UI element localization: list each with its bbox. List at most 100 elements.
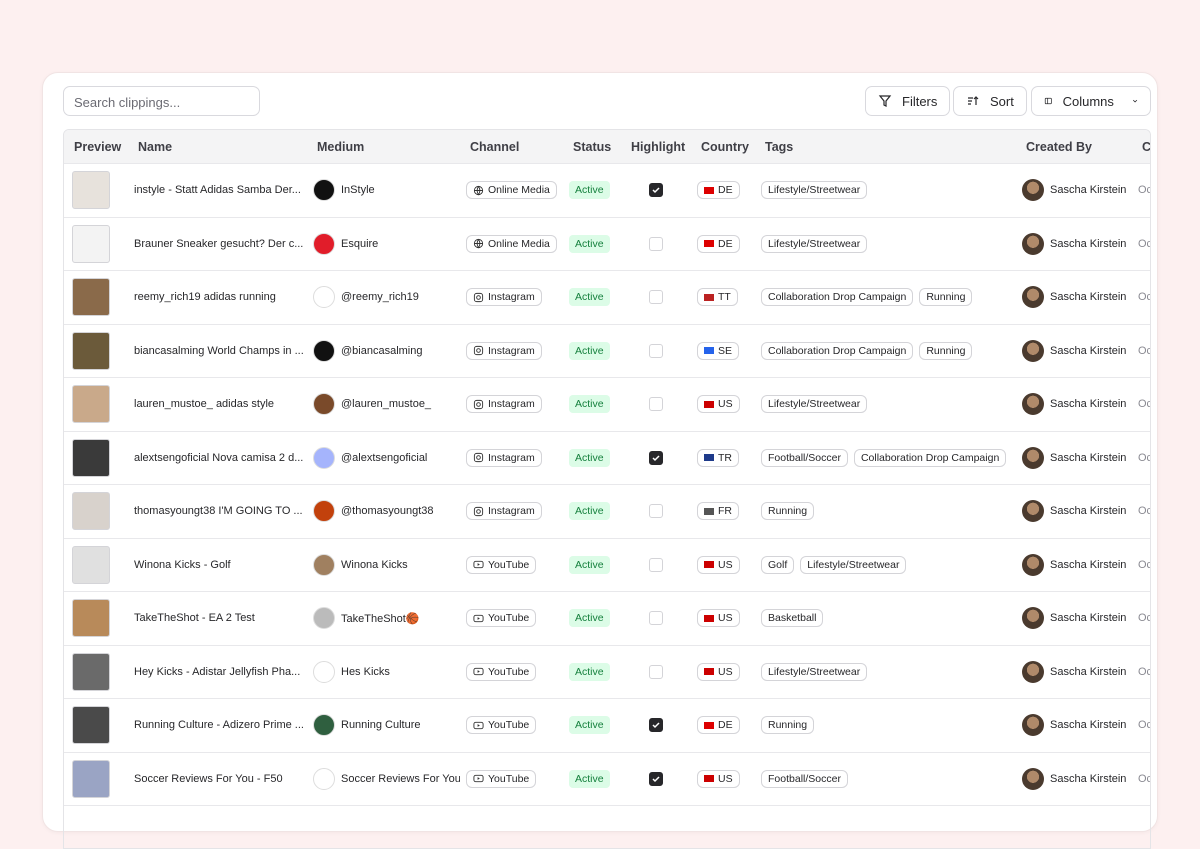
country-pill: TR — [697, 448, 739, 467]
user-name: Sascha Kirstein — [1050, 558, 1127, 571]
channel-pill: YouTube — [466, 555, 537, 574]
column-header[interactable]: Channel — [470, 139, 520, 154]
table-row[interactable]: Winona Kicks - Golf Winona Kicks YouTube Ac… — [64, 539, 1150, 592]
column-header[interactable]: Highlight — [631, 139, 686, 154]
medium-cell: InStyle — [307, 179, 460, 202]
checkbox[interactable] — [649, 183, 663, 198]
country-pill: FR — [697, 502, 739, 521]
medium-cell: @biancasalming — [307, 339, 460, 362]
highlight-cell — [621, 504, 691, 519]
tags-cell: Running — [755, 502, 1016, 521]
column-header[interactable]: Cr — [1142, 139, 1151, 154]
country-code: TT — [718, 291, 731, 304]
checkbox[interactable] — [649, 664, 663, 679]
status-cell: Active — [563, 555, 621, 574]
checkbox[interactable] — [649, 504, 663, 519]
flag — [704, 186, 714, 194]
status-cell: Active — [563, 662, 621, 681]
table-row[interactable]: alextsengoficial Nova camisa 2 d... @alex… — [64, 432, 1150, 485]
search-input[interactable]: Search clippings... — [63, 86, 260, 116]
tag: Lifestyle/Streetwear — [761, 234, 868, 253]
table-row[interactable]: instyle - Statt Adidas Samba Der... InSty… — [64, 164, 1150, 218]
thumbnail — [72, 492, 110, 531]
checkbox[interactable] — [649, 236, 663, 251]
checkbox[interactable] — [649, 290, 663, 305]
column-header[interactable]: Country — [701, 139, 749, 154]
table-row[interactable]: biancasalming World Champs in ... @bianca… — [64, 325, 1150, 378]
thumbnail — [72, 385, 110, 424]
header-row: Preview Name Medium Channel Status Highlight C… — [64, 130, 1150, 164]
channel-name: Online Media — [488, 237, 550, 250]
thumbnail — [72, 545, 110, 584]
country-cell: TT — [691, 288, 755, 307]
column-header[interactable]: Tags — [765, 139, 794, 154]
created-by-cell: Sascha Kirstein — [1016, 446, 1132, 469]
channel-name: Instagram — [488, 451, 535, 464]
created-cell: Oct — [1138, 558, 1150, 571]
status-cell: Active — [563, 769, 621, 788]
user-name: Sascha Kirstein — [1050, 398, 1127, 411]
medium-cell: Esquire — [307, 232, 460, 255]
table-row[interactable]: Soccer Reviews For You - F50 Soccer Revie… — [64, 753, 1150, 806]
medium-name: InStyle — [341, 184, 375, 197]
name-cell: Hey Kicks - Adistar Jellyfish Pha... — [134, 665, 301, 678]
thumbnail — [72, 438, 110, 477]
country-cell: SE — [691, 341, 755, 360]
medium-icon — [313, 553, 335, 576]
country-code: DE — [718, 237, 733, 250]
table-row[interactable]: thomasyoungt38 I'M GOING TO ... @thomasyo… — [64, 485, 1150, 539]
created-by-cell: Sascha Kirstein — [1016, 714, 1132, 737]
channel-pill: Instagram — [466, 288, 542, 307]
avatar — [1022, 393, 1044, 416]
tag: Collaboration Drop Campaign — [853, 448, 1007, 467]
medium-name: Running Culture — [341, 719, 421, 732]
column-header[interactable]: Created By — [1026, 139, 1092, 154]
country-cell: US — [691, 769, 755, 788]
avatar — [1022, 500, 1044, 523]
status-badge: Active — [569, 395, 610, 414]
tags-cell: Lifestyle/Streetwear — [755, 234, 1016, 253]
column-header[interactable]: Preview — [74, 139, 122, 154]
checkbox[interactable] — [649, 343, 663, 358]
channel-pill: YouTube — [466, 662, 537, 681]
sort-button[interactable]: Sort — [953, 86, 1027, 116]
button-label: Sort — [990, 93, 1014, 109]
preview-cell — [64, 385, 128, 424]
checkbox[interactable] — [649, 450, 663, 465]
filters-button[interactable]: Filters — [865, 86, 951, 116]
country-pill: US — [697, 395, 740, 414]
columns-button[interactable]: Columns — [1031, 86, 1151, 116]
checkbox[interactable] — [649, 611, 663, 626]
table-row[interactable]: Running Culture - Adizero Prime ... Runni… — [64, 699, 1150, 753]
medium-name: TakeTheShot🏀 — [341, 612, 420, 625]
country-cell: DE — [691, 181, 755, 200]
table-row[interactable]: Hey Kicks - Adistar Jellyfish Pha... Hes … — [64, 646, 1150, 699]
checkbox[interactable] — [649, 771, 663, 786]
name-cell: lauren_mustoe_ adidas style — [134, 398, 275, 411]
table-row[interactable]: lauren_mustoe_ adidas style @lauren_musto… — [64, 378, 1150, 432]
table-row[interactable]: reemy_rich19 adidas running @reemy_rich19… — [64, 271, 1150, 325]
channel-pill: Online Media — [466, 181, 557, 200]
channel-cell: Instagram — [460, 395, 563, 414]
column-header[interactable]: Name — [138, 139, 173, 154]
created-by-cell: Sascha Kirstein — [1016, 607, 1132, 630]
avatar — [1022, 660, 1044, 683]
tags-cell: Running — [755, 716, 1016, 735]
column-header[interactable]: Medium — [317, 139, 365, 154]
checkbox[interactable] — [649, 718, 663, 733]
created-by-cell: Sascha Kirstein — [1016, 660, 1132, 683]
user-name: Sascha Kirstein — [1050, 184, 1127, 197]
column-header[interactable]: Status — [573, 139, 612, 154]
table-row[interactable]: TakeTheShot - EA 2 Test TakeTheShot🏀 YouTu… — [64, 592, 1150, 646]
country-code: US — [718, 772, 733, 785]
thumbnail — [72, 171, 110, 210]
status-badge: Active — [569, 234, 610, 253]
country-cell: US — [691, 395, 755, 414]
checkbox[interactable] — [649, 397, 663, 412]
user-name: Sascha Kirstein — [1050, 719, 1127, 732]
table-row[interactable]: Brauner Sneaker gesucht? Der c... Esquire… — [64, 218, 1150, 271]
highlight-cell — [621, 236, 691, 251]
checkbox[interactable] — [649, 557, 663, 572]
name-cell: TakeTheShot - EA 2 Test — [134, 612, 255, 625]
flag — [704, 507, 714, 515]
